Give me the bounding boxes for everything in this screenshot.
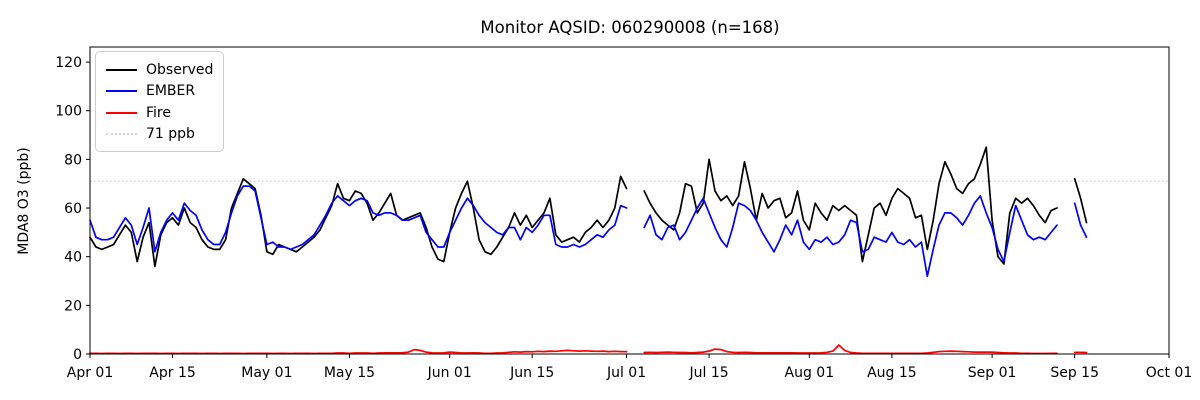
legend-line-sample: [106, 111, 137, 114]
legend-line-sample: [106, 68, 137, 71]
y-tick-label: 20: [64, 298, 82, 314]
x-tick-label: Sep 15: [1050, 365, 1099, 381]
x-tick-label: May 01: [241, 365, 292, 381]
legend-item-71-ppb: 71 ppb: [106, 124, 213, 146]
legend-label: EMBER: [146, 83, 196, 100]
legend-line-sample: [106, 90, 137, 93]
y-tick-label: 120: [55, 55, 82, 71]
x-tick-label: Sep 01: [968, 365, 1017, 381]
x-tick-label: Apr 01: [67, 365, 113, 381]
series-line-observed: [89, 146, 1088, 268]
x-tick-label: Oct 01: [1146, 365, 1192, 381]
legend-line-sample: [106, 133, 137, 136]
y-tick-label: 40: [64, 250, 82, 266]
y-tick-label: 100: [55, 104, 82, 120]
legend-label: Fire: [146, 104, 171, 121]
series-line-fire: [89, 344, 1088, 355]
chart-title: Monitor AQSID: 060290008 (n=168): [480, 18, 780, 37]
legend-item-ember: EMBER: [106, 81, 213, 103]
legend-item-observed: Observed: [106, 59, 213, 81]
series-line-ember: [89, 185, 1088, 278]
x-tick-label: Aug 01: [785, 365, 835, 381]
legend: Observed EMBER Fire 71 ppb: [95, 51, 225, 152]
legend-item-fire: Fire: [106, 102, 213, 124]
x-tick-label: May 15: [324, 365, 375, 381]
y-tick-label: 60: [64, 201, 82, 217]
y-tick-label: 0: [73, 347, 82, 363]
legend-label: 71 ppb: [146, 126, 195, 143]
x-tick-label: Jul 15: [689, 365, 729, 381]
x-tick-label: Jun 01: [427, 365, 472, 381]
axes-frame: [89, 46, 1170, 355]
x-tick-label: Jun 15: [509, 365, 554, 381]
y-tick-label: 80: [64, 152, 82, 168]
x-tick-label: Apr 15: [149, 365, 195, 381]
legend-label: Observed: [146, 61, 214, 78]
x-tick-label: Aug 15: [867, 365, 917, 381]
x-tick-label: Jul 01: [606, 365, 646, 381]
